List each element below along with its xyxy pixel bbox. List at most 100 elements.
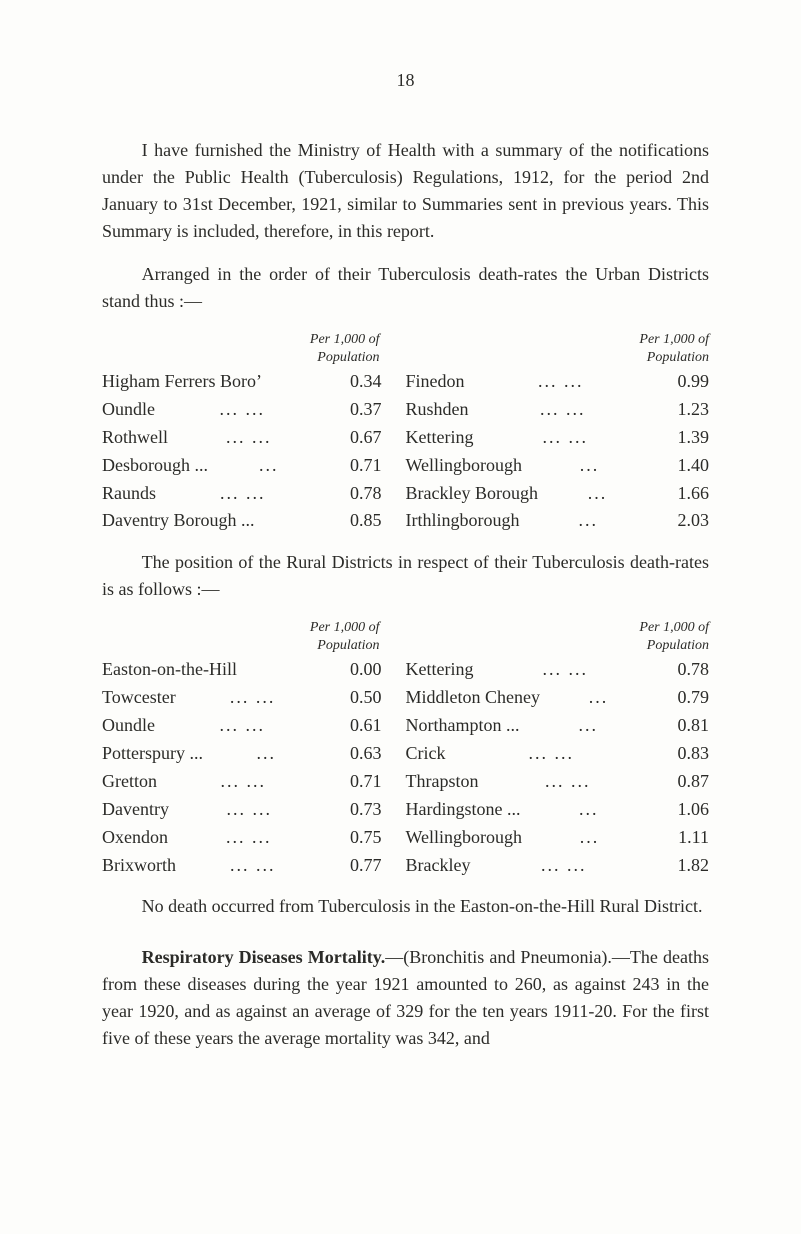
table-col-right: Finedon... ...0.99 [406,368,710,396]
district-label: Towcester [102,684,176,712]
rate-value: 0.34 [330,368,406,396]
rate-value: 0.37 [330,396,406,424]
page: 18 I have furnished the Ministry of Heal… [0,0,801,1234]
rate-value: 1.40 [657,452,709,480]
table-row: Towcester... ...0.50Middleton Cheney...0… [102,684,709,712]
table-col-right: Brackley Borough...1.66 [406,480,710,508]
leader-dots: ... [203,740,330,768]
table-col-left: Brixworth... ...0.77 [102,852,406,880]
table-col-right: Thrapston... ...0.87 [406,768,710,796]
table-header-left: Per 1,000 of Population [102,619,406,654]
rate-value: 1.39 [657,424,709,452]
table-row: Higham Ferrers Boro’0.34Finedon... ...0.… [102,368,709,396]
rate-value: 1.11 [657,824,709,852]
rate-value: 0.87 [657,768,709,796]
leader-dots: ... ... [470,852,657,880]
header-pop: Population [647,350,709,365]
rate-value: 0.73 [330,796,406,824]
district-label: Daventry Borough ... [102,507,254,535]
district-label: Rushden [406,396,469,424]
urban-table: Per 1,000 of Population Per 1,000 of Pop… [102,331,709,535]
rate-value: 0.71 [330,452,406,480]
leader-dots: ... ... [176,852,330,880]
table-row: Oxendon... ...0.75Wellingborough...1.11 [102,824,709,852]
table-col-left: Rothwell... ...0.67 [102,424,406,452]
leader-dots: ... [538,480,657,508]
page-number: 18 [102,70,709,91]
table-col-left: Desborough ......0.71 [102,452,406,480]
table-row: Daventry Borough ... 0.85Irthlingborough.… [102,507,709,535]
table-header-right: Per 1,000 of Population [406,619,710,654]
header-per: Per 1,000 of [639,620,709,635]
table-col-left: Higham Ferrers Boro’0.34 [102,368,406,396]
rate-value: 0.99 [657,368,709,396]
table-col-left: Gretton... ...0.71 [102,768,406,796]
district-label: Brixworth [102,852,176,880]
rate-value: 0.67 [330,424,406,452]
leader-dots: ... [522,824,657,852]
leader-dots: ... ... [465,368,657,396]
table-col-left: Oxendon... ...0.75 [102,824,406,852]
rate-value: 0.63 [330,740,406,768]
leader-dots: ... [522,452,657,480]
rate-value: 0.00 [330,656,406,684]
leader-dots: ... ... [169,796,330,824]
leader-dots: ... ... [176,684,330,712]
district-label: Gretton [102,768,157,796]
district-label: Kettering [406,656,474,684]
rural-table: Per 1,000 of Population Per 1,000 of Pop… [102,619,709,879]
table-col-left: Daventry... ...0.73 [102,796,406,824]
paragraph-1: I have furnished the Ministry of Health … [102,137,709,245]
table-col-right: Rushden... ...1.23 [406,396,710,424]
rate-value: 0.61 [330,712,406,740]
table-col-right: Northampton ......0.81 [406,712,710,740]
table-col-right: Brackley... ...1.82 [406,852,710,880]
table-col-left: Towcester... ...0.50 [102,684,406,712]
district-label: Middleton Cheney [406,684,540,712]
district-label: Kettering [406,424,474,452]
table-col-left: Oundle... ...0.61 [102,712,406,740]
table-col-right: Middleton Cheney...0.79 [406,684,710,712]
rate-value: 0.81 [657,712,709,740]
table-col-right: Kettering... ...1.39 [406,424,710,452]
district-label: Irthlingborough [406,507,520,535]
rate-value: 0.77 [330,852,406,880]
district-label: Oundle [102,712,155,740]
district-label: Oundle [102,396,155,424]
header-pop: Population [317,638,379,653]
district-label: Desborough ... [102,452,208,480]
district-label: Easton-on-the-Hill [102,656,237,684]
leader-dots: ... ... [168,424,330,452]
table-col-right: Wellingborough...1.40 [406,452,710,480]
header-pop: Population [317,350,379,365]
rate-value: 0.85 [330,507,406,535]
header-per: Per 1,000 of [310,620,380,635]
table-col-left: Easton-on-the-Hill 0.00 [102,656,406,684]
rate-value: 1.23 [657,396,709,424]
leader-dots: ... [208,452,330,480]
paragraph-2: Arranged in the order of their Tuberculo… [102,261,709,315]
district-label: Rothwell [102,424,168,452]
rate-value: 0.71 [330,768,406,796]
rate-value: 0.83 [657,740,709,768]
table-row: Oundle... ...0.37Rushden... ...1.23 [102,396,709,424]
district-label: Brackley Borough [406,480,538,508]
district-label: Crick [406,740,446,768]
leader-dots: ... [520,712,658,740]
rate-value: 1.06 [657,796,709,824]
leader-dots: ... ... [446,740,658,768]
district-label: Thrapston [406,768,479,796]
leader-dots: ... ... [157,768,330,796]
table-header-left: Per 1,000 of Population [102,331,406,366]
section-heading: Respiratory Diseases Mortality. [142,947,386,967]
table-header-right: Per 1,000 of Population [406,331,710,366]
leader-dots: ... [520,507,658,535]
table-col-left: Potterspury ......0.63 [102,740,406,768]
table-row: Raunds... ...0.78Brackley Borough...1.66 [102,480,709,508]
table-col-right: Crick... ...0.83 [406,740,710,768]
table-header-row: Per 1,000 of Population Per 1,000 of Pop… [102,331,709,366]
header-per: Per 1,000 of [639,332,709,347]
leader-dots: ... [520,796,657,824]
table-row: Gretton... ...0.71Thrapston... ...0.87 [102,768,709,796]
district-label: Finedon [406,368,465,396]
